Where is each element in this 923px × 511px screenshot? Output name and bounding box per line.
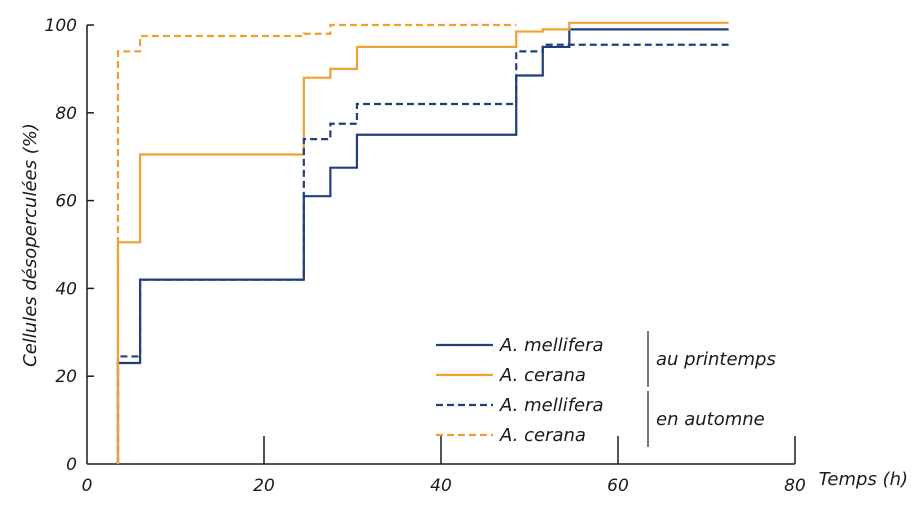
series-line-3 xyxy=(116,23,517,464)
legend: A. mellifera A. cerana A. mellifera A. cera… xyxy=(436,331,776,447)
legend-label: A. cerana xyxy=(499,365,586,386)
x-tick-label: 60 xyxy=(607,476,629,496)
series-layer xyxy=(116,21,729,464)
y-tick-label: 80 xyxy=(55,104,77,124)
series-line-0 xyxy=(116,28,729,464)
y-tick-label: 0 xyxy=(66,455,77,475)
x-ticks: 0 20 40 60 80 xyxy=(82,436,806,496)
legend-label: A. mellifera xyxy=(499,395,604,416)
x-axis-title: Temps (h) xyxy=(819,469,908,490)
y-tick-label: 60 xyxy=(55,192,77,212)
x-tick-label: 40 xyxy=(430,476,452,496)
legend-label: A. cerana xyxy=(499,425,586,446)
x-tick-label: 0 xyxy=(82,476,93,496)
x-tick-label: 20 xyxy=(253,476,275,496)
y-tick-label: 40 xyxy=(55,279,77,299)
y-axis-title: Cellules désoperculées (%) xyxy=(20,123,41,367)
legend-group-label: au printemps xyxy=(656,349,776,370)
y-ticks: 0 20 40 60 80 100 xyxy=(45,16,94,475)
legend-group-label: en automne xyxy=(656,409,765,430)
series-line-2 xyxy=(116,43,729,464)
legend-label: A. mellifera xyxy=(499,335,604,356)
y-tick-label: 100 xyxy=(45,16,77,36)
series-line-1 xyxy=(116,21,729,464)
x-tick-label: 80 xyxy=(784,476,806,496)
y-tick-label: 20 xyxy=(55,367,77,387)
axes: 0 20 40 60 80 0 20 40 60 80 100 xyxy=(45,16,806,496)
